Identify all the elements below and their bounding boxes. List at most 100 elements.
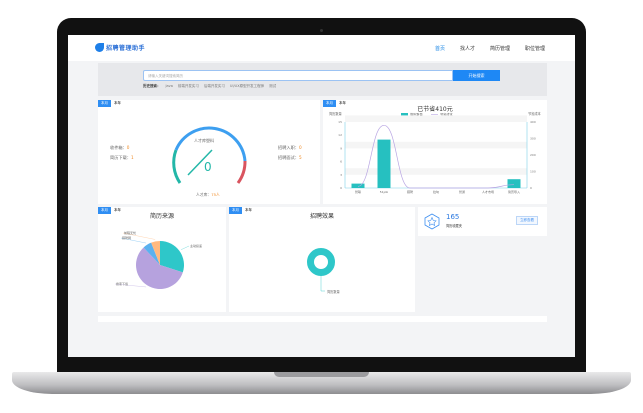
talent-stat: 人才库：75人 — [196, 192, 220, 197]
camera — [320, 29, 323, 32]
y2-tick-label: 100 — [530, 170, 536, 174]
y2-tick-label: 200 — [530, 153, 536, 157]
pie-leader — [122, 232, 156, 240]
pie-label: 猎聘网 — [122, 235, 131, 240]
star-hexagon-icon — [424, 213, 440, 230]
history-item[interactable]: Java — [165, 84, 173, 88]
bottom-card — [98, 316, 547, 322]
x-tick-label: 51job — [380, 190, 388, 194]
history-item[interactable]: UI/UX原型开发工程师 — [229, 84, 265, 88]
history-item[interactable]: 测试 — [269, 84, 277, 88]
bar-chart-card: 本月 本年 已节省410元 简历数量 节省成本 简历数量 节省成本 0 3 6 9 12 15 0 10… — [323, 100, 547, 204]
grid-band — [345, 141, 527, 149]
logo[interactable]: 招聘管理助手 — [95, 43, 145, 52]
y-axis-label: 简历数量 — [329, 111, 343, 116]
grid-band — [345, 128, 527, 136]
favorites-count: 165 — [446, 213, 460, 221]
tab-year[interactable]: 本年 — [245, 208, 252, 212]
logo-text: 招聘管理助手 — [106, 45, 146, 52]
tab-month[interactable]: 本月 — [98, 207, 111, 214]
nav-home[interactable]: 首页 — [434, 46, 445, 52]
gauge-card: 本月 本年 收件箱：0 简历下载：1 招聘入职：0 招聘面试：5 人才库塑料 0 … — [98, 100, 320, 204]
donut-label: 简历数量 — [327, 290, 340, 294]
x-tick-label: 拉勾 — [433, 189, 439, 194]
x-tick-label: 猎聘 — [407, 189, 413, 194]
grid-band — [345, 115, 527, 122]
tab-month[interactable]: 本月 — [229, 207, 242, 214]
gauge — [172, 126, 247, 184]
legend-label: 节省成本 — [440, 112, 454, 117]
y2-tick-label: 0 — [530, 186, 532, 190]
search-panel: 请输入关键词搜索简历 开始搜索 历史搜索： Java 前端开发实习 后端开发实习… — [98, 63, 547, 96]
laptop-notch — [274, 372, 369, 377]
tab-month[interactable]: 本月 — [98, 100, 111, 107]
tab-month[interactable]: 本月 — [323, 100, 336, 107]
pie-label: 前程无忧 — [124, 230, 136, 235]
gauge-title: 人才库塑料 — [194, 138, 214, 143]
y-tick-label: 12 — [338, 133, 342, 137]
pie-leader — [180, 245, 190, 250]
x-tick-label: 人才市场 — [482, 189, 494, 194]
y-tick-label: 9 — [340, 146, 342, 150]
donut-slice — [307, 248, 335, 276]
download-stat: 简历下载：1 — [110, 155, 134, 160]
bar — [377, 139, 391, 188]
pie-slice — [160, 241, 184, 273]
history-label: 历史搜索： — [143, 84, 161, 88]
nav-resume-mgmt[interactable]: 简历管理 — [489, 46, 510, 52]
search-history: 历史搜索： Java 前端开发实习 后端开发实习 UI/UX原型开发工程师 测试 — [143, 84, 276, 89]
y2-axis-label: 节省成本 — [528, 111, 542, 116]
favorites-card: 165 简历收藏夹 立即查看 — [418, 207, 547, 236]
legend-swatch — [401, 113, 408, 116]
history-item[interactable]: 前端开发实习 — [177, 84, 199, 88]
y2-tick-label: 400 — [530, 120, 536, 124]
x-tick-label: 简历导入 — [508, 189, 520, 194]
source-pie-card: 本月 本年 简历来源 主动投递搜索下载 猎聘网 前程无忧 — [98, 207, 226, 312]
view-favorites-button[interactable]: 立即查看 — [516, 216, 538, 225]
y-tick-label: 0 — [340, 186, 342, 190]
x-tick-label: 智联 — [355, 189, 361, 194]
interview-stat: 招聘面试：5 — [278, 155, 302, 160]
bar-chart: 简历数量 节省成本 简历数量 节省成本 0 3 6 9 12 15 0 100 200 300 400 智联 5… — [329, 111, 542, 194]
hired-stat: 招聘入职：0 — [278, 145, 302, 150]
inbox-stat: 收件箱：0 — [110, 145, 130, 150]
bar — [351, 183, 365, 188]
tab-year[interactable]: 本年 — [114, 101, 121, 105]
grid-band — [345, 155, 527, 162]
grid-band — [345, 168, 527, 175]
nav-find-talent[interactable]: 找人才 — [459, 46, 475, 52]
y-tick-label: 6 — [340, 160, 342, 164]
x-tick-label: 智通 — [459, 189, 465, 194]
search-input[interactable]: 请输入关键词搜索简历 — [143, 70, 453, 81]
pie-slice — [143, 242, 160, 265]
pie-leader — [114, 283, 147, 288]
y-tick-label: 3 — [340, 173, 342, 177]
chart-title: 已节省410元 — [417, 106, 453, 113]
y-tick-label: 15 — [338, 120, 342, 124]
gauge-needle — [187, 149, 213, 176]
history-item[interactable]: 后端开发实习 — [203, 84, 225, 88]
laptop-base — [12, 372, 631, 394]
pie-leader — [120, 237, 147, 244]
tab-year[interactable]: 本年 — [114, 208, 121, 212]
donut-title: 招聘效果 — [309, 213, 334, 220]
bar — [507, 179, 521, 188]
favorites-label: 简历收藏夹 — [446, 224, 462, 228]
legend-label: 简历数量 — [410, 112, 424, 117]
effect-donut-card: 本月 本年 招聘效果 简历数量 — [229, 207, 415, 312]
search-button[interactable]: 开始搜索 — [453, 70, 500, 81]
nav-job-mgmt[interactable]: 职位管理 — [524, 46, 545, 52]
tab-year[interactable]: 本年 — [339, 101, 346, 105]
top-nav: 招聘管理助手 首页 找人才 简历管理 职位管理 — [68, 35, 575, 61]
grid-band — [345, 181, 527, 188]
pie-label: 搜索下载 — [116, 281, 128, 286]
pie-title: 简历来源 — [149, 213, 174, 220]
pie-label: 主动投递 — [190, 243, 202, 248]
pie-slice — [151, 241, 160, 265]
donut-chart — [307, 248, 335, 292]
pie-slice — [136, 247, 183, 289]
screen: 招聘管理助手 首页 找人才 简历管理 职位管理 请输入关键词搜索简历 开始搜索 … — [68, 35, 575, 357]
logo-icon — [95, 43, 104, 52]
y2-tick-label: 300 — [530, 137, 536, 141]
